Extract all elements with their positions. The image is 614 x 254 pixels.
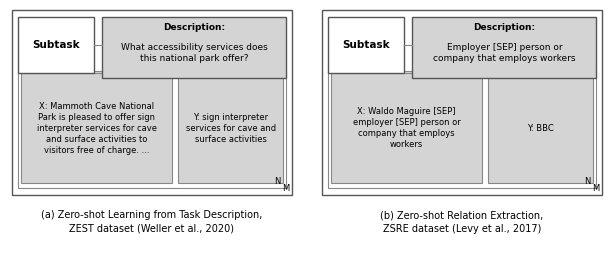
Text: M: M — [592, 184, 599, 193]
Text: Y: sign interpreter
services for cave and
surface activities: Y: sign interpreter services for cave an… — [185, 113, 276, 144]
Bar — [21, 73, 173, 183]
Bar — [413, 17, 596, 78]
Bar — [12, 10, 292, 195]
Text: Subtask: Subtask — [32, 40, 80, 50]
Text: (a) Zero-shot Learning from Task Description,
ZEST dataset (Weller et al., 2020): (a) Zero-shot Learning from Task Descrip… — [41, 211, 263, 234]
Text: N: N — [584, 177, 591, 185]
Text: X: Mammoth Cave National
Park is pleased to offer sign
interpreter services for : X: Mammoth Cave National Park is pleased… — [37, 102, 157, 155]
Text: (b) Zero-shot Relation Extraction,
ZSRE dataset (Levy et al., 2017): (b) Zero-shot Relation Extraction, ZSRE … — [381, 211, 543, 234]
Bar — [328, 17, 404, 73]
Bar — [18, 17, 93, 73]
Bar — [488, 73, 593, 183]
Bar — [322, 10, 602, 195]
Text: Employer [SEP] person or
company that employs workers: Employer [SEP] person or company that em… — [433, 43, 575, 63]
Text: N: N — [274, 177, 280, 185]
Text: M: M — [282, 184, 289, 193]
Bar — [328, 71, 596, 188]
Bar — [103, 17, 286, 78]
Text: Description:: Description: — [163, 23, 225, 31]
Bar — [331, 73, 483, 183]
Text: What accessibility services does
this national park offer?: What accessibility services does this na… — [121, 43, 268, 63]
Text: Description:: Description: — [473, 23, 535, 31]
Text: X: Waldo Maguire [SEP]
employer [SEP] person or
company that employs
workers: X: Waldo Maguire [SEP] employer [SEP] pe… — [353, 107, 460, 149]
Bar — [178, 73, 283, 183]
Text: Subtask: Subtask — [342, 40, 390, 50]
Text: Y: BBC: Y: BBC — [527, 124, 554, 133]
Bar — [18, 71, 286, 188]
